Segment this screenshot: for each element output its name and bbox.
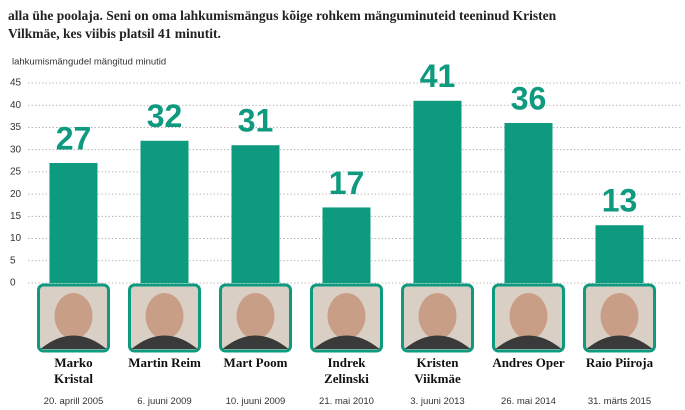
bar bbox=[595, 225, 644, 283]
value-label: 41 bbox=[420, 58, 456, 94]
photo-face bbox=[418, 293, 457, 339]
match-date: 3. juuni 2013 bbox=[410, 396, 465, 407]
photo-face bbox=[600, 293, 639, 339]
photo-shoulders bbox=[495, 335, 562, 349]
y-tick-label: 25 bbox=[10, 167, 22, 178]
value-label: 31 bbox=[238, 103, 274, 139]
photo-shoulders bbox=[40, 335, 107, 349]
player-name: Raio Piiroja bbox=[585, 355, 654, 370]
photo-shoulders bbox=[313, 335, 380, 349]
value-label: 13 bbox=[602, 183, 638, 219]
player-name: Mart Poom bbox=[223, 355, 288, 370]
match-date: 10. juuni 2009 bbox=[225, 396, 286, 407]
match-date: 6. juuni 2009 bbox=[137, 396, 192, 407]
y-tick-label: 35 bbox=[10, 122, 22, 133]
bar bbox=[231, 145, 280, 283]
photo-face bbox=[509, 293, 548, 339]
player-name: Martin Reim bbox=[128, 355, 201, 370]
bar bbox=[504, 123, 553, 283]
intro-text: Vilkmäe, kes viibis platsil 41 minutit. bbox=[8, 26, 221, 41]
bar bbox=[413, 100, 462, 284]
y-tick-label: 20 bbox=[10, 189, 22, 200]
photo-face bbox=[236, 293, 275, 339]
photo-shoulders bbox=[586, 335, 653, 349]
bar bbox=[322, 207, 371, 283]
photo-face bbox=[327, 293, 366, 339]
photo-shoulders bbox=[404, 335, 471, 349]
value-label: 36 bbox=[511, 80, 547, 116]
match-date: 31. märts 2015 bbox=[587, 396, 652, 407]
bar bbox=[49, 163, 98, 283]
player-name: Marko Kristal bbox=[54, 355, 93, 386]
value-label: 17 bbox=[329, 165, 365, 201]
y-tick-label: 45 bbox=[10, 78, 22, 89]
bar bbox=[140, 140, 189, 283]
intro-text: alla ühe poolaja. Seni on oma lahkumismä… bbox=[8, 8, 557, 23]
photo-shoulders bbox=[131, 335, 198, 349]
y-tick-label: 40 bbox=[10, 100, 22, 111]
y-tick-label: 0 bbox=[10, 278, 16, 289]
y-tick-label: 10 bbox=[10, 233, 22, 244]
player-name: Kristen Viikmäe bbox=[414, 355, 461, 386]
player-name: Indrek Zelinski bbox=[324, 355, 369, 386]
photo-shoulders bbox=[222, 335, 289, 349]
photo-face bbox=[54, 293, 93, 339]
player-name: Andres Oper bbox=[492, 355, 565, 370]
match-date: 20. aprill 2005 bbox=[43, 396, 104, 407]
photo-face bbox=[145, 293, 184, 339]
value-label: 27 bbox=[56, 120, 92, 156]
match-date: 21. mai 2010 bbox=[319, 396, 374, 407]
match-date: 26. mai 2014 bbox=[501, 396, 556, 407]
y-axis-label: lahkumismängudel mängitud minutid bbox=[12, 57, 166, 68]
y-tick-label: 5 bbox=[10, 255, 16, 266]
value-label: 32 bbox=[147, 98, 183, 134]
y-tick-label: 15 bbox=[10, 211, 22, 222]
y-tick-label: 30 bbox=[10, 144, 22, 155]
